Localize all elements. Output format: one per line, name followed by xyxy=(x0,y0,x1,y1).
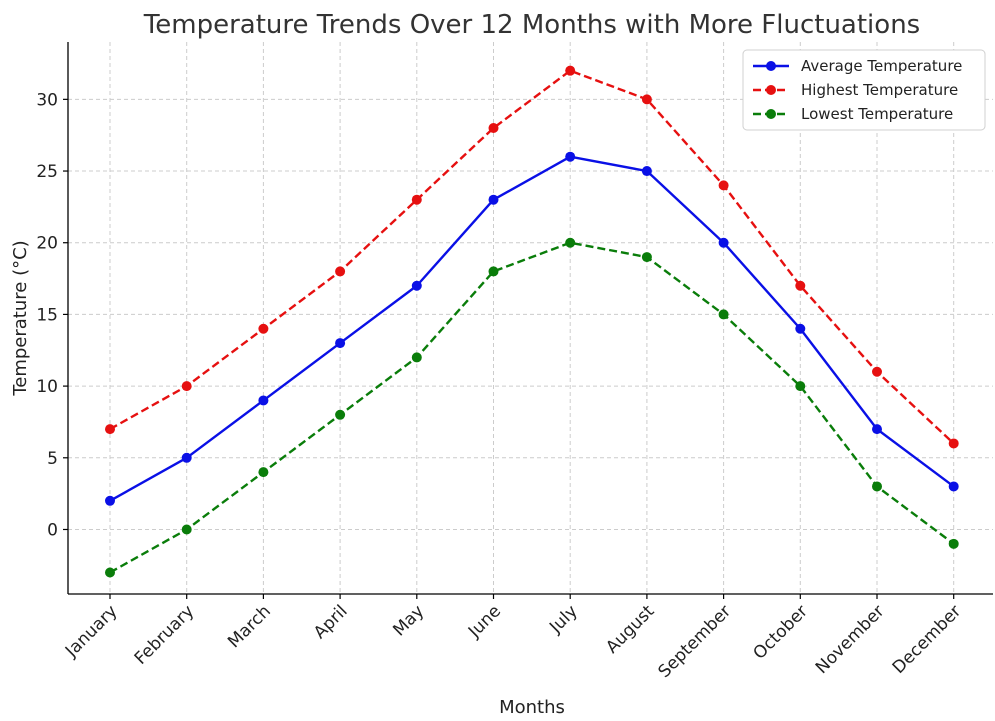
data-point xyxy=(181,381,192,392)
data-point xyxy=(105,495,115,506)
legend-item: Average Temperature xyxy=(753,57,962,75)
series-line xyxy=(109,241,955,574)
data-point xyxy=(335,338,346,349)
y-tick-label: 30 xyxy=(36,90,58,110)
x-tick-label: November xyxy=(812,601,889,678)
data-point xyxy=(718,237,729,248)
axes: 0 5 10 15 20 25 30 January February March April May… xyxy=(36,42,993,682)
x-tick-label: February xyxy=(131,601,198,668)
data-point xyxy=(488,123,499,134)
data-point xyxy=(948,538,959,549)
data-point xyxy=(718,180,729,191)
y-tick-label: 25 xyxy=(36,162,58,182)
data-point xyxy=(565,65,576,76)
x-tick-label: August xyxy=(602,601,658,657)
y-tick-label: 20 xyxy=(36,234,58,254)
series-0 xyxy=(105,151,959,506)
legend-label: Highest Temperature xyxy=(801,81,958,99)
legend-marker xyxy=(766,109,776,119)
data-point xyxy=(105,567,115,578)
data-point xyxy=(488,266,499,277)
legend-label: Average Temperature xyxy=(801,57,962,75)
data-point xyxy=(948,481,959,492)
data-point xyxy=(181,524,192,535)
data-point xyxy=(872,481,882,492)
series-2 xyxy=(105,237,959,578)
data-point xyxy=(718,309,729,320)
y-tick-label: 10 xyxy=(36,377,58,397)
data-point xyxy=(795,280,806,291)
x-tick-label: July xyxy=(545,601,581,637)
data-point xyxy=(335,266,346,277)
data-point xyxy=(411,194,422,205)
x-tick-label: June xyxy=(464,601,505,642)
legend-box xyxy=(742,49,986,131)
series-line xyxy=(109,155,955,502)
data-point xyxy=(258,323,269,334)
x-tick-label: January xyxy=(61,601,121,661)
legend-label: Lowest Temperature xyxy=(801,105,953,123)
data-point xyxy=(105,424,115,435)
legend: Average Temperature Highest Temperature Lo… xyxy=(742,49,986,131)
legend-marker xyxy=(766,85,776,95)
series-line xyxy=(109,69,955,445)
x-tick-label: October xyxy=(750,601,812,663)
grid xyxy=(68,42,993,594)
data-point xyxy=(948,438,959,449)
data-point xyxy=(488,194,499,205)
data-point xyxy=(641,94,652,105)
y-axis-title: Temperature (°C) xyxy=(10,240,31,396)
x-tick-label: September xyxy=(655,601,736,682)
y-tick-label: 15 xyxy=(36,305,58,325)
data-point xyxy=(872,424,882,435)
x-tick-label: March xyxy=(224,601,275,652)
data-point xyxy=(565,151,576,162)
legend-marker xyxy=(766,61,776,71)
series-1 xyxy=(105,65,959,449)
data-point xyxy=(181,452,192,463)
data-point xyxy=(411,280,422,291)
y-tick-label: 0 xyxy=(47,520,58,540)
legend-item: Highest Temperature xyxy=(753,81,958,99)
data-point xyxy=(641,166,652,177)
series-layer xyxy=(105,65,959,578)
x-tick-label: December xyxy=(889,601,965,677)
data-point xyxy=(335,409,346,420)
data-point xyxy=(258,467,269,478)
data-point xyxy=(872,366,882,377)
data-point xyxy=(258,395,269,406)
x-tick-label: April xyxy=(310,601,352,643)
y-tick-label: 5 xyxy=(47,449,58,469)
x-tick-label: May xyxy=(389,601,428,640)
x-axis-title: Months xyxy=(499,697,565,718)
legend-item: Lowest Temperature xyxy=(753,105,953,123)
data-point xyxy=(565,237,576,248)
data-point xyxy=(795,381,806,392)
data-point xyxy=(411,352,422,363)
data-point xyxy=(641,252,652,263)
chart-title: Temperature Trends Over 12 Months with M… xyxy=(143,10,920,40)
data-point xyxy=(795,323,806,334)
